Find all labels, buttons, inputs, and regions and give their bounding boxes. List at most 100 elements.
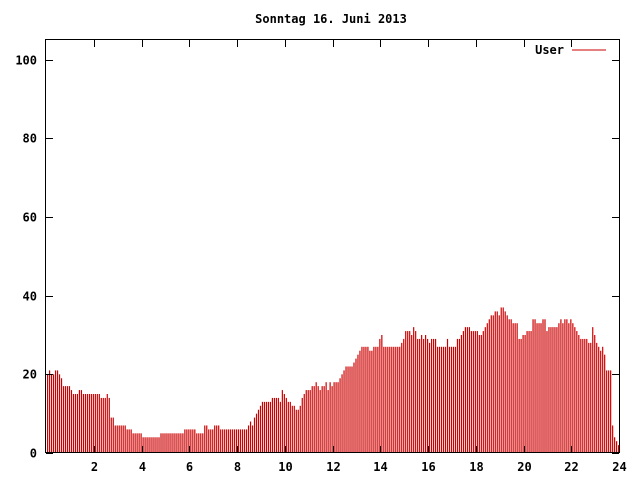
bar: [379, 338, 381, 453]
bar: [510, 319, 512, 453]
x-tick-label: 20: [517, 460, 531, 474]
bar: [355, 358, 357, 453]
x-tick-label: 6: [186, 460, 193, 474]
bar: [436, 346, 439, 453]
bar: [405, 331, 407, 453]
bar: [295, 409, 297, 453]
bar: [297, 409, 299, 453]
x-tick-label: 14: [373, 460, 387, 474]
bar: [528, 331, 530, 453]
bar: [335, 382, 337, 453]
bar: [584, 338, 586, 453]
bar: [255, 413, 258, 453]
bar: [281, 390, 283, 453]
bar: [572, 323, 574, 453]
bar: [52, 374, 55, 453]
bar: [50, 374, 53, 453]
bar: [600, 350, 602, 453]
bar: [514, 323, 516, 453]
bar: [440, 346, 443, 453]
bar: [508, 319, 510, 453]
bar: [548, 327, 550, 453]
bar: [393, 346, 395, 453]
bar: [47, 374, 49, 453]
bar: [208, 429, 210, 453]
bar: [498, 315, 500, 453]
bar: [466, 327, 468, 453]
bar: [156, 437, 158, 453]
bar: [164, 433, 166, 453]
bar: [124, 425, 126, 453]
bar: [504, 311, 506, 453]
bar: [456, 338, 459, 453]
bar: [347, 366, 349, 453]
bar: [132, 433, 134, 453]
bar: [540, 323, 542, 453]
bar: [96, 394, 98, 453]
bar: [190, 429, 192, 453]
bar: [138, 433, 140, 453]
bar: [423, 338, 425, 453]
bar: [327, 390, 329, 453]
bar: [78, 390, 81, 453]
bar: [118, 425, 120, 453]
bar: [277, 397, 279, 453]
bar: [353, 362, 355, 453]
bar: [263, 401, 266, 453]
bar: [409, 331, 411, 453]
bar: [110, 417, 112, 453]
bar: [70, 390, 73, 453]
bar: [337, 382, 339, 453]
legend: User: [535, 43, 606, 57]
bar: [438, 346, 441, 453]
bar: [598, 346, 600, 453]
bar: [184, 429, 186, 453]
bar: [538, 323, 540, 453]
bar: [186, 429, 188, 453]
bar: [293, 405, 295, 453]
bar: [265, 401, 268, 453]
bar: [311, 386, 313, 453]
bar: [172, 433, 174, 453]
bar: [552, 327, 554, 453]
bar: [333, 382, 335, 453]
bar: [425, 335, 427, 453]
bar: [395, 346, 397, 453]
bar: [516, 323, 518, 453]
x-tick-label: 22: [564, 460, 578, 474]
bar: [158, 437, 160, 453]
y-tick-label: 60: [23, 211, 37, 225]
bar: [180, 433, 182, 453]
bar: [359, 350, 361, 453]
bar: [236, 429, 238, 453]
bar: [234, 429, 236, 453]
bar: [349, 366, 351, 453]
bar: [454, 346, 457, 453]
bar: [150, 437, 152, 453]
y-tick-label: 100: [15, 54, 37, 68]
bar: [576, 331, 578, 453]
bar: [419, 338, 421, 453]
x-tick-label: 10: [278, 460, 292, 474]
bar: [216, 425, 218, 453]
bar: [287, 401, 289, 453]
bar: [267, 401, 270, 453]
bar: [245, 429, 248, 453]
bar: [411, 335, 413, 453]
bar: [610, 370, 612, 453]
bar: [247, 425, 250, 453]
bar: [146, 437, 148, 453]
bar: [341, 374, 343, 453]
bar: [608, 370, 610, 453]
bar: [582, 338, 584, 453]
bar: [182, 433, 184, 453]
bar: [403, 338, 405, 453]
bar: [564, 319, 566, 453]
bar: [202, 433, 204, 453]
bar: [458, 338, 461, 453]
bar: [518, 338, 520, 453]
bar: [206, 425, 208, 453]
bar: [389, 346, 391, 453]
bar: [259, 405, 262, 453]
